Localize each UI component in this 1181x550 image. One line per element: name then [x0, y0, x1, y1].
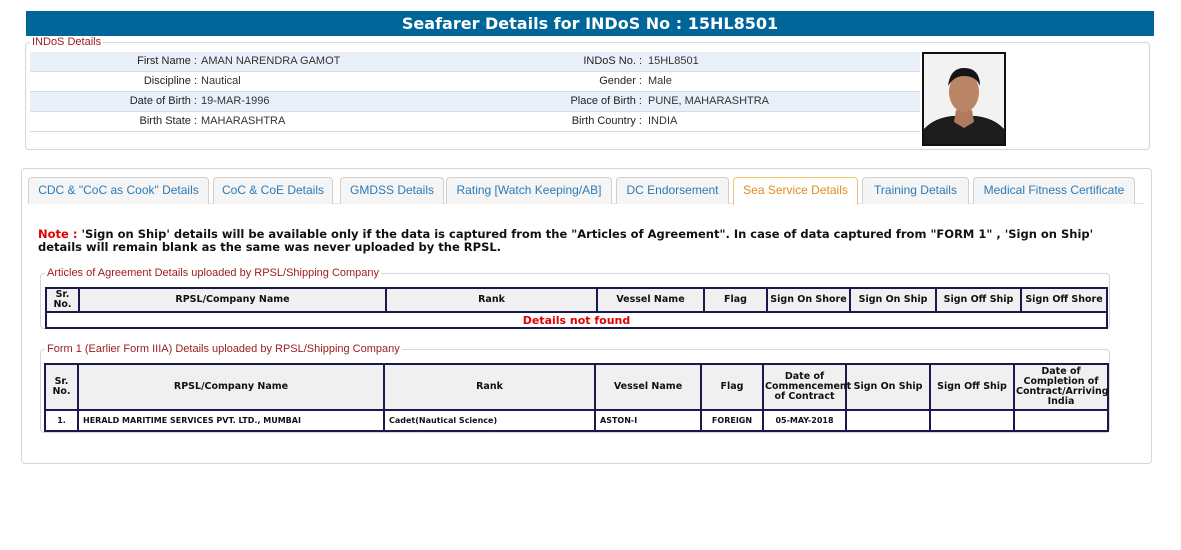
indos-details-section: INDoS Details First Name : AMAN NARENDRA… [25, 36, 1150, 150]
birth-state-label: Birth State : [139, 115, 197, 127]
col-flag: Flag [700, 363, 764, 411]
col-sign-on-ship: Sign On Ship [845, 363, 931, 411]
note-label: Note : [38, 227, 78, 241]
cell-completion-date [1013, 409, 1109, 432]
birth-country-value: INDIA [648, 115, 678, 127]
articles-of-agreement-section: Articles of Agreement Details uploaded b… [40, 267, 1110, 329]
first-name-value: AMAN NARENDRA GAMOT [201, 55, 341, 67]
col-vessel-name: Vessel Name [596, 287, 705, 313]
tab-training[interactable]: Training Details [862, 177, 969, 204]
col-rank: Rank [383, 363, 596, 411]
gender-label: Gender : [599, 75, 642, 87]
place-of-birth-value: PUNE, MAHARASHTRA [648, 95, 770, 107]
col-commencement-date: Date of Commencement of Contract [762, 363, 851, 411]
col-completion-date: Date of Completion of Contract/Arriving … [1013, 363, 1109, 411]
section-legend: Articles of Agreement Details uploaded b… [45, 267, 382, 279]
col-sign-off-ship: Sign Off Ship [929, 363, 1015, 411]
col-sign-off-ship: Sign Off Ship [935, 287, 1022, 313]
dob-value: 19-MAR-1996 [201, 95, 270, 107]
indos-no-value: 15HL8501 [648, 55, 699, 67]
col-rank: Rank [385, 287, 598, 313]
tab-rating[interactable]: Rating [Watch Keeping/AB] [446, 177, 612, 204]
table-header-row: Sr. No. RPSL/Company Name Rank Vessel Na… [44, 363, 1109, 411]
empty-message: Details not found [45, 311, 1108, 329]
cell-sign-off-ship [929, 409, 1015, 432]
cell-flag: FOREIGN [700, 409, 764, 432]
detail-row: First Name : AMAN NARENDRA GAMOT INDoS N… [30, 52, 920, 72]
cell-company-name: HERALD MARITIME SERVICES PVT. LTD., MUMB… [77, 409, 385, 432]
col-sign-on-shore: Sign On Shore [766, 287, 851, 313]
section-legend: Form 1 (Earlier Form IIIA) Details uploa… [45, 343, 402, 355]
col-flag: Flag [703, 287, 768, 313]
articles-table: Sr. No. RPSL/Company Name Rank Vessel Na… [45, 287, 1108, 329]
birth-country-label: Birth Country : [571, 115, 642, 127]
discipline-value: Nautical [201, 75, 241, 87]
table-row: 1. HERALD MARITIME SERVICES PVT. LTD., M… [44, 409, 1109, 432]
dob-label: Date of Birth : [129, 95, 197, 107]
col-sign-off-shore: Sign Off Shore [1020, 287, 1108, 313]
tab-bar: CDC & "CoC as Cook" Details CoC & CoE De… [28, 177, 1144, 205]
seafarer-photo [922, 52, 1006, 146]
tab-dc-endorsement[interactable]: DC Endorsement [616, 177, 729, 204]
gender-value: Male [648, 75, 672, 87]
indos-no-label: INDoS No. : [583, 55, 642, 67]
tab-sea-service[interactable]: Sea Service Details [733, 177, 858, 205]
col-sr-no: Sr. No. [45, 287, 80, 313]
col-sign-on-ship: Sign On Ship [849, 287, 937, 313]
col-vessel-name: Vessel Name [594, 363, 702, 411]
first-name-label: First Name : [137, 55, 197, 67]
form1-table: Sr. No. RPSL/Company Name Rank Vessel Na… [44, 363, 1109, 432]
table-header-row: Sr. No. RPSL/Company Name Rank Vessel Na… [45, 287, 1108, 313]
col-sr-no: Sr. No. [44, 363, 79, 411]
place-of-birth-label: Place of Birth : [570, 95, 642, 107]
note-text: 'Sign on Ship' details will be available… [38, 227, 1094, 254]
detail-row: Birth State : MAHARASHTRA Birth Country … [30, 112, 920, 132]
page-title: Seafarer Details for INDoS No : 15HL8501 [26, 11, 1154, 36]
tab-medical-fitness[interactable]: Medical Fitness Certificate [973, 177, 1135, 204]
cell-commencement-date: 05-MAY-2018 [762, 409, 847, 432]
cell-vessel-name: ASTON-I [594, 409, 702, 432]
tab-coc-coe[interactable]: CoC & CoE Details [213, 177, 333, 204]
details-tab-panel: CDC & "CoC as Cook" Details CoC & CoE De… [21, 168, 1152, 464]
tab-gmdss[interactable]: GMDSS Details [340, 177, 444, 204]
table-row: Details not found [45, 311, 1108, 329]
detail-row: Discipline : Nautical Gender : Male [30, 72, 920, 92]
cell-sign-on-ship [845, 409, 931, 432]
col-company-name: RPSL/Company Name [77, 363, 385, 411]
form1-section: Form 1 (Earlier Form IIIA) Details uploa… [40, 343, 1110, 433]
birth-state-value: MAHARASHTRA [201, 115, 286, 127]
detail-row: Date of Birth : 19-MAR-1996 Place of Bir… [30, 92, 920, 112]
cell-rank: Cadet(Nautical Science) [383, 409, 596, 432]
sign-on-ship-note: Note : 'Sign on Ship' details will be av… [38, 228, 1098, 254]
cell-sr-no: 1. [44, 409, 79, 432]
col-company-name: RPSL/Company Name [78, 287, 387, 313]
discipline-label: Discipline : [143, 75, 197, 87]
section-legend: INDoS Details [30, 36, 104, 48]
tab-cdc-coc-cook[interactable]: CDC & "CoC as Cook" Details [28, 177, 209, 204]
